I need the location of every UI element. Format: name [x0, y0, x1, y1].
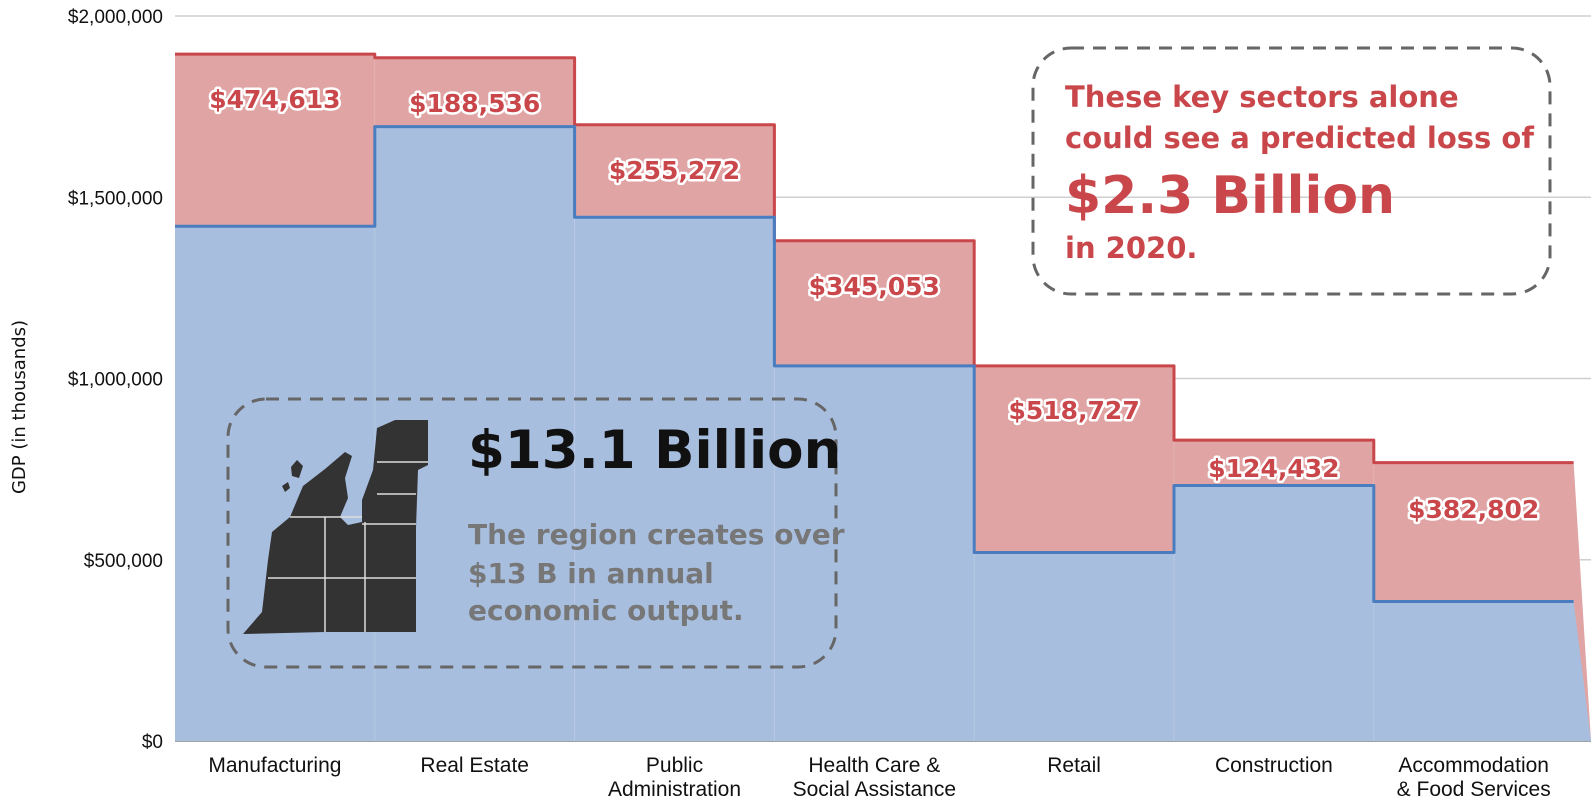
region-callout-line1: The region creates over	[468, 518, 845, 551]
x-axis-categories: Manufacturing Real Estate PublicAdministra…	[208, 754, 1550, 801]
x-category-label: Manufacturing	[208, 754, 341, 777]
area-layer	[175, 52, 1591, 741]
loss-callout-line2: could see a predicted loss of	[1065, 121, 1534, 155]
x-category-label: Health Care &	[808, 754, 940, 777]
loss-data-label: $255,272	[609, 156, 740, 185]
loss-callout-line1: These key sectors alone	[1065, 80, 1459, 114]
loss-line	[175, 52, 1574, 465]
y-tick-label: $0	[142, 732, 163, 753]
region-map-icon	[243, 420, 428, 634]
y-tick-label: $500,000	[84, 551, 163, 572]
x-category-label: & Food Services	[1397, 778, 1551, 801]
y-tick-label: $2,000,000	[68, 7, 163, 28]
loss-callout-border	[1031, 46, 1552, 296]
y-axis-label: GDP (in thousands)	[9, 320, 30, 494]
loss-callout-line3: in 2020.	[1065, 231, 1197, 265]
x-category-label: Administration	[608, 778, 741, 801]
x-category-label: Social Assistance	[793, 778, 956, 801]
loss-data-label: $518,727	[1008, 396, 1139, 425]
loss-data-label: $124,432	[1208, 454, 1339, 483]
x-category-label: Public	[646, 754, 703, 777]
loss-callout-amount: $2.3 Billion	[1065, 166, 1395, 226]
loss-data-label: $382,802	[1408, 495, 1539, 524]
region-callout-line2: $13 B in annual	[468, 557, 714, 590]
y-tick-label: $1,000,000	[68, 370, 163, 391]
region-callout-amount: $13.1 Billion	[468, 420, 841, 481]
loss-data-label: $474,613	[209, 85, 340, 114]
base-area	[175, 126, 1591, 741]
x-category-label: Retail	[1047, 754, 1101, 777]
y-tick-label: $1,500,000	[68, 188, 163, 209]
loss-data-label: $188,536	[409, 89, 540, 118]
region-callout-line3: economic output.	[468, 594, 744, 627]
x-category-label: Construction	[1215, 754, 1333, 777]
loss-callout: These key sectors alone could see a pred…	[1031, 46, 1552, 296]
y-axis-ticks: $0 $500,000 $1,000,000 $1,500,000 $2,000,000	[68, 7, 163, 753]
region-callout: $13.1 Billion The region creates over $1…	[226, 397, 845, 669]
region-callout-border	[226, 397, 838, 669]
base-line	[175, 125, 1574, 603]
x-category-label: Real Estate	[420, 754, 529, 777]
loss-data-label: $345,053	[809, 272, 940, 301]
x-category-label: Accommodation	[1398, 754, 1549, 777]
loss-labels: $474,613 $188,536 $255,272 $345,053 $518,727…	[207, 83, 1542, 527]
